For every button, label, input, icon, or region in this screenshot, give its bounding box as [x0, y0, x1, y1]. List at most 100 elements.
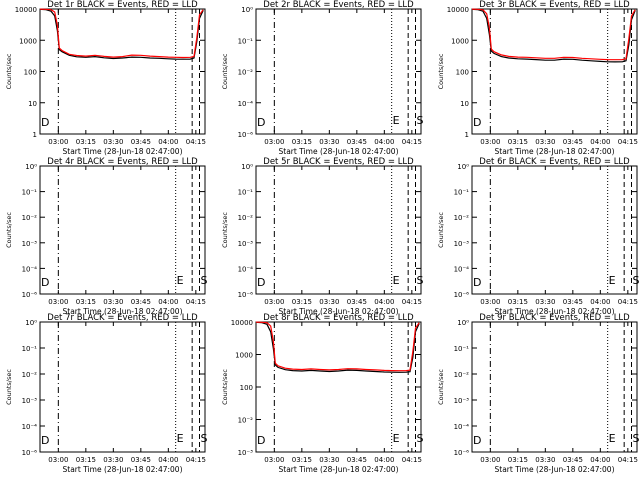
plot-panel-8: Det 8r BLACK = Events, RED = LLD Counts/s…	[221, 313, 424, 474]
time-marker-label: S	[633, 274, 640, 287]
series-line-lld	[255, 321, 420, 372]
time-marker-label: D	[473, 116, 481, 129]
y-tick-label: 10000	[447, 6, 469, 14]
x-tick-label: 03:45	[131, 456, 151, 464]
time-marker-label: S	[417, 274, 424, 287]
x-tick-label: 04:00	[374, 298, 394, 306]
x-tick-label: 03:45	[347, 456, 367, 464]
x-tick-label: 03:00	[264, 298, 284, 306]
y-tick-label: 10⁻³	[22, 397, 38, 405]
plot-title: Det 6r BLACK = Events, RED = LLD	[479, 157, 630, 167]
y-axis-label: Counts/sec	[5, 53, 13, 89]
plot-title: Det 3r BLACK = Events, RED = LLD	[479, 0, 630, 10]
y-tick-label: 10⁰	[241, 163, 253, 171]
y-tick-label: 1	[465, 131, 469, 139]
y-tick-label: 10⁻³	[454, 397, 470, 405]
plot-frame	[471, 321, 638, 453]
plot-panel-4: Det 4r BLACK = Events, RED = LLD Counts/s…	[5, 157, 208, 316]
y-tick-label: 10⁰	[457, 319, 469, 327]
plot-panel-6: Det 6r BLACK = Events, RED = LLD Counts/s…	[437, 157, 640, 316]
x-axis-label: Start Time (28-Jun-18 02:47:00)	[63, 147, 183, 156]
x-tick-label: 03:30	[103, 456, 123, 464]
time-marker-label: E	[177, 432, 184, 445]
x-tick-label: 03:30	[103, 138, 123, 146]
x-tick-label: 04:00	[590, 298, 610, 306]
y-tick-label: 10⁻⁴	[238, 265, 254, 273]
x-tick-label: 03:45	[347, 138, 367, 146]
x-tick-label: 04:00	[158, 456, 178, 464]
plot-title: Det 9r BLACK = Events, RED = LLD	[479, 313, 630, 323]
x-axis-label: Start Time (28-Jun-18 02:47:00)	[279, 307, 399, 316]
x-axis-label: Start Time (28-Jun-18 02:47:00)	[495, 307, 615, 316]
series-line-events	[255, 321, 420, 373]
x-tick-label: 03:45	[131, 298, 151, 306]
plot-panel-1: Det 1r BLACK = Events, RED = LLD Counts/s…	[5, 0, 206, 156]
time-marker-label: D	[473, 276, 481, 289]
x-tick-label: 04:15	[402, 138, 422, 146]
series-line-events	[471, 8, 636, 63]
time-marker-label: D	[257, 116, 265, 129]
y-tick-label: 10⁻²	[238, 214, 254, 222]
plot-title: Det 8r BLACK = Events, RED = LLD	[263, 313, 414, 323]
y-tick-label: 10000	[15, 6, 37, 14]
x-tick-label: 03:15	[508, 456, 528, 464]
time-marker-label: D	[41, 276, 49, 289]
x-axis-label: Start Time (28-Jun-18 02:47:00)	[495, 147, 615, 156]
x-tick-label: 03:45	[563, 298, 583, 306]
time-marker-label: D	[473, 434, 481, 447]
x-tick-label: 04:15	[186, 298, 206, 306]
x-tick-label: 04:15	[618, 456, 638, 464]
y-tick-label: 10⁻¹	[454, 189, 470, 197]
plot-panel-5: Det 5r BLACK = Events, RED = LLD Counts/s…	[221, 157, 424, 316]
plot-title: Det 5r BLACK = Events, RED = LLD	[263, 157, 414, 167]
time-marker-label: D	[257, 434, 265, 447]
x-tick-label: 03:15	[76, 138, 96, 146]
x-tick-label: 03:15	[292, 298, 312, 306]
y-tick-label: 10⁻⁴	[454, 265, 470, 273]
x-tick-label: 03:30	[535, 298, 555, 306]
y-tick-label: 10⁰	[457, 163, 469, 171]
x-tick-label: 03:15	[508, 138, 528, 146]
x-axis-label: Start Time (28-Jun-18 02:47:00)	[495, 465, 615, 474]
series-line-lld	[39, 8, 204, 59]
x-tick-label: 04:00	[374, 138, 394, 146]
time-marker-label: S	[201, 432, 208, 445]
y-tick-label: 1000	[235, 352, 253, 360]
y-tick-label: 10⁻¹	[238, 189, 254, 197]
x-tick-label: 03:15	[508, 298, 528, 306]
plot-title: Det 2r BLACK = Events, RED = LLD	[263, 0, 414, 10]
x-tick-label: 04:15	[186, 456, 206, 464]
y-tick-label: 10⁻³	[454, 240, 470, 248]
time-marker-label: S	[417, 432, 424, 445]
y-tick-label: 10⁻¹	[22, 345, 38, 353]
x-axis-label: Start Time (28-Jun-18 02:47:00)	[279, 465, 399, 474]
x-tick-label: 04:00	[158, 138, 178, 146]
y-tick-label: 100	[24, 69, 37, 77]
y-tick-label: 1000	[451, 37, 469, 45]
plot-title: Det 1r BLACK = Events, RED = LLD	[47, 0, 198, 10]
x-tick-label: 03:00	[480, 456, 500, 464]
time-marker-label: E	[609, 274, 616, 287]
y-tick-label: 10⁰	[241, 6, 253, 14]
time-marker-label: S	[417, 114, 424, 127]
y-tick-label: 100	[456, 69, 469, 77]
time-marker-label: S	[201, 274, 208, 287]
y-tick-label: 10⁻¹	[238, 37, 254, 45]
plot-panel-3: Det 3r BLACK = Events, RED = LLD Counts/s…	[437, 0, 638, 156]
x-tick-label: 03:45	[563, 456, 583, 464]
plot-frame	[471, 165, 638, 295]
x-tick-label: 03:45	[563, 138, 583, 146]
x-tick-label: 03:00	[264, 138, 284, 146]
x-tick-label: 03:45	[131, 138, 151, 146]
plot-frame	[255, 165, 422, 295]
x-tick-label: 04:15	[402, 456, 422, 464]
y-tick-label: 10⁻⁶	[238, 291, 254, 299]
y-tick-label: 10⁻²	[454, 371, 470, 379]
x-axis-label: Start Time (28-Jun-18 02:47:00)	[63, 465, 183, 474]
plot-panel-2: Det 2r BLACK = Events, RED = LLD Counts/s…	[221, 0, 424, 156]
plot-frame	[39, 165, 206, 295]
x-tick-label: 03:30	[319, 456, 339, 464]
y-tick-label: 1000	[19, 37, 37, 45]
time-marker-label: D	[257, 276, 265, 289]
